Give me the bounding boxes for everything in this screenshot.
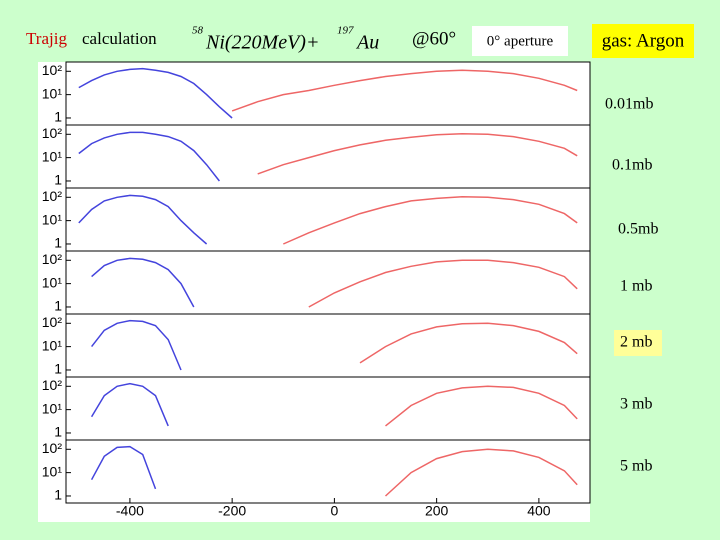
series-line — [384, 448, 578, 497]
panel-frame — [65, 439, 591, 504]
series-line — [78, 67, 233, 119]
panel-label: 0.5mb — [618, 221, 658, 238]
y-tick-label: 10² — [42, 314, 63, 330]
program-name: Trajig — [26, 29, 67, 48]
panel-label: 2 mb — [620, 334, 652, 351]
y-tick-label: 10² — [42, 251, 63, 267]
plot-background — [38, 62, 590, 522]
y-tick-label: 10¹ — [42, 148, 63, 164]
angle: @60° — [412, 28, 456, 49]
aperture-box — [472, 26, 568, 56]
series-line — [308, 259, 578, 308]
y-tick-label: 1 — [54, 109, 62, 125]
series-line — [91, 319, 182, 371]
y-tick-label: 1 — [54, 361, 62, 377]
x-tick-label: -400 — [116, 503, 144, 519]
y-tick-label: 1 — [54, 298, 62, 314]
x-tick-label: -200 — [218, 503, 246, 519]
y-tick-label: 1 — [54, 487, 62, 503]
series-line — [90, 445, 157, 490]
series-line — [257, 133, 578, 175]
series-line — [90, 382, 169, 427]
y-tick-label: 10² — [42, 125, 63, 141]
y-tick-label: 10¹ — [42, 400, 63, 416]
y-tick-label: 1 — [54, 424, 62, 440]
mass-number: 197 — [337, 25, 354, 37]
series-line — [78, 194, 208, 245]
highlight — [614, 330, 662, 356]
aperture: 0° aperture — [487, 33, 554, 49]
series-line — [282, 196, 578, 245]
title: calculation — [82, 29, 157, 48]
y-tick-label: 1 — [54, 235, 62, 251]
series-line — [385, 385, 578, 427]
projectile: Ni(220MeV)+ — [205, 32, 319, 54]
panel-label: 1 mb — [620, 278, 652, 295]
y-tick-label: 10¹ — [42, 274, 63, 290]
y-tick-label: 10² — [42, 188, 63, 204]
x-tick-label: 200 — [425, 503, 449, 519]
y-tick-label: 10¹ — [42, 337, 63, 353]
panel-label: 0.01mb — [605, 96, 653, 113]
y-tick-label: 10² — [42, 440, 63, 456]
x-tick-label: 0 — [330, 503, 338, 519]
gas: gas: Argon — [602, 30, 685, 51]
y-tick-label: 10² — [42, 62, 63, 78]
y-tick-label: 10² — [42, 377, 63, 393]
x-tick-label: 400 — [527, 503, 551, 519]
y-tick-label: 10¹ — [42, 211, 63, 227]
series-line — [91, 257, 195, 308]
target: Au — [355, 32, 379, 54]
panel-label: 5 mb — [620, 458, 652, 475]
mass-number: 58 — [192, 25, 204, 37]
panel-label: 3 mb — [620, 396, 652, 413]
y-tick-label: 10¹ — [42, 85, 63, 101]
y-tick-label: 1 — [54, 172, 62, 188]
series-line — [78, 131, 220, 182]
series-line — [231, 69, 578, 112]
panel-label: 0.1mb — [612, 157, 652, 174]
gas-box — [592, 24, 694, 58]
y-tick-label: 10¹ — [42, 463, 63, 479]
series-line — [359, 322, 578, 364]
